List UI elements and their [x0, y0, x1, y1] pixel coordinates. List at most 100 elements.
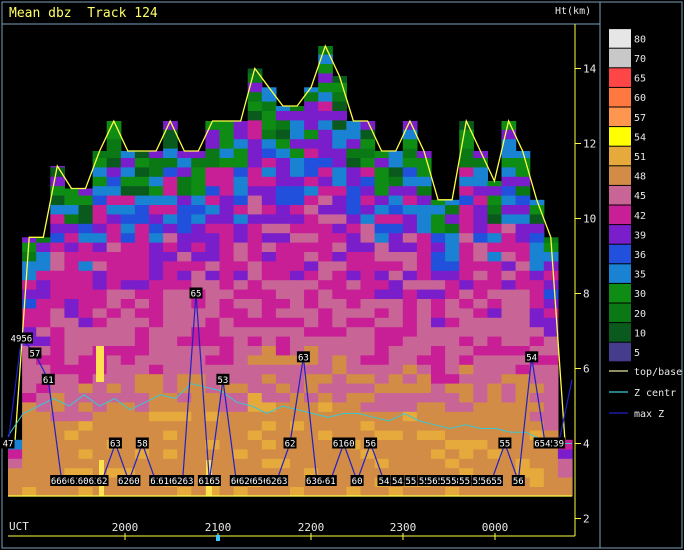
heat-cell [388, 392, 404, 403]
heat-cell [515, 317, 531, 328]
heat-cell [445, 449, 460, 459]
heat-cell [304, 91, 319, 102]
heat-cell [346, 430, 362, 440]
heat-cell [501, 467, 517, 478]
heat-cell [247, 411, 263, 422]
heat-cell [388, 298, 404, 309]
heat-cell [219, 467, 235, 478]
heat-cell [149, 185, 164, 196]
heat-cell [275, 326, 291, 337]
heat-cell [459, 392, 474, 403]
heat-cell [78, 188, 94, 196]
heat-cell [275, 439, 291, 450]
heat-cell [36, 411, 51, 422]
heat-cell [431, 458, 446, 469]
max-z-label-box [511, 475, 525, 486]
heat-cell [543, 326, 559, 337]
heat-cell [177, 458, 192, 469]
heat-cell [219, 420, 235, 431]
heat-cell [543, 270, 559, 281]
heat-cell [374, 289, 390, 299]
heat-cell [473, 326, 488, 337]
heat-cell [459, 121, 474, 130]
heat-cell [374, 298, 390, 309]
heat-cell [290, 317, 305, 328]
heat-cell [275, 373, 291, 384]
heat-cell [431, 223, 446, 234]
heat-cell [163, 345, 178, 356]
heat-cell [233, 176, 249, 187]
heat-cell [360, 204, 376, 215]
heat-cell [374, 195, 390, 205]
heat-cell [431, 383, 446, 393]
heat-cell [120, 176, 136, 187]
heat-cell [205, 214, 221, 224]
heat-cell [233, 223, 249, 234]
heat-cell [388, 176, 404, 187]
max-z-label: 6545 [534, 440, 556, 450]
heat-cell [191, 383, 206, 393]
heat-cell [445, 364, 460, 375]
heat-cell [332, 176, 347, 187]
heat-cell [205, 270, 221, 281]
heat-cell [515, 289, 531, 299]
heat-cell [50, 486, 65, 497]
heat-cell [92, 232, 108, 243]
heat-cell [219, 298, 235, 309]
heat-cell [402, 439, 418, 450]
heat-cell [304, 298, 319, 309]
heat-cell [163, 129, 178, 140]
heat-cell [290, 373, 305, 384]
heat-cell [332, 477, 347, 487]
heat-cell [318, 336, 333, 346]
heat-cell [205, 121, 221, 130]
heat-cell [501, 129, 517, 140]
heat-cell [416, 223, 432, 234]
legend-label: Z centr [634, 388, 676, 399]
max-z-label-box [68, 475, 82, 486]
heat-cell [247, 279, 263, 290]
heat-cell [261, 242, 277, 252]
heat-cell [318, 54, 333, 64]
heat-cell [78, 298, 94, 309]
heat-cell [304, 261, 319, 271]
heat-cell [191, 185, 206, 196]
heat-cell [247, 420, 263, 431]
heat-cell [290, 402, 305, 412]
heat-cell [64, 308, 80, 318]
heat-cell [332, 279, 347, 290]
heat-cell [557, 467, 573, 478]
heat-cell [261, 167, 277, 177]
heat-cell [191, 157, 206, 168]
heat-cell [318, 82, 333, 93]
heat-cell [177, 270, 192, 281]
x-axis: 2000 2100 2200 2300 0000 [8, 521, 575, 541]
heat-cell [304, 326, 319, 337]
heat-cell [388, 336, 404, 346]
heat-cell [346, 449, 362, 459]
heat-cell [261, 157, 277, 168]
heat-cell [431, 289, 446, 299]
scale-level: 39 [634, 230, 646, 241]
heat-cell [261, 261, 277, 271]
heat-cell [219, 336, 235, 346]
heat-cell [163, 439, 178, 450]
heat-cell [261, 486, 277, 497]
heat-cell [50, 279, 65, 290]
heat-cell [487, 458, 503, 469]
heat-cell [92, 383, 108, 393]
heat-cell [106, 345, 122, 356]
heat-cell [543, 449, 559, 459]
heat-cell [318, 138, 333, 149]
heat-cell [346, 317, 362, 328]
heat-cell [416, 279, 432, 290]
heat-cell [304, 317, 319, 328]
heat-cell [261, 449, 277, 459]
heat-cell [275, 232, 291, 243]
heat-cell [473, 195, 488, 205]
heat-cell [374, 467, 390, 478]
heat-cell [346, 392, 362, 403]
heat-cell [416, 439, 432, 450]
heat-cell [64, 279, 80, 290]
heat-cell [247, 157, 263, 168]
